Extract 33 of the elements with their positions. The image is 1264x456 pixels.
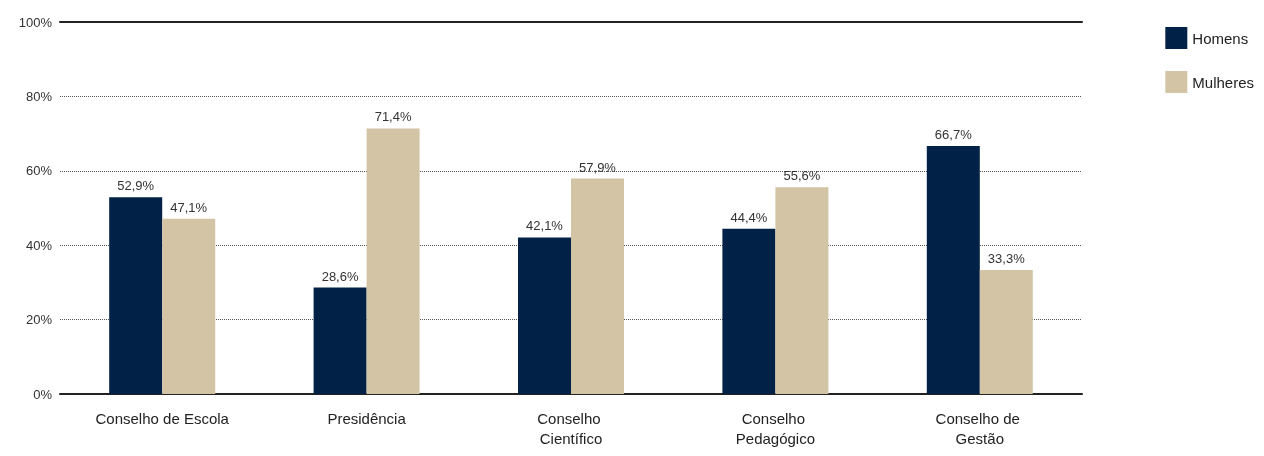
- data-label: 47,1%: [170, 199, 208, 215]
- bar: [109, 197, 163, 394]
- x-tick-label: Conselho de Escola: [95, 409, 230, 427]
- bar: [518, 237, 571, 394]
- data-label: 66,7%: [934, 126, 973, 142]
- x-tick-label: Presidência: [327, 409, 407, 427]
- x-tick-label: Conselho Científico: [537, 409, 605, 447]
- y-tick-label: 0%: [33, 386, 53, 402]
- y-tick-label: 40%: [25, 237, 53, 253]
- data-label: 44,4%: [730, 209, 768, 225]
- legend-label: Homens: [1192, 29, 1249, 47]
- bar: [979, 270, 1033, 394]
- data-label: 55,6%: [783, 168, 821, 184]
- data-label: 33,3%: [987, 251, 1026, 267]
- x-tick-label: Conselho Pedagógico: [735, 409, 816, 447]
- bar: [775, 187, 829, 394]
- x-tick-label: Conselho de Gestão: [935, 409, 1024, 447]
- data-label: 57,9%: [579, 159, 617, 175]
- bar: [162, 218, 216, 394]
- y-tick-label: 20%: [25, 312, 53, 328]
- bar: [926, 145, 980, 394]
- bar: [571, 178, 624, 394]
- y-tick-label: 80%: [25, 88, 53, 104]
- data-label: 52,9%: [117, 178, 155, 194]
- data-label: 71,4%: [374, 109, 412, 125]
- y-tick-label: 100%: [18, 14, 53, 30]
- data-label: 28,6%: [321, 268, 359, 284]
- bar: [313, 287, 367, 394]
- bar: [366, 128, 420, 394]
- bar: [722, 228, 776, 394]
- data-label: 42,1%: [526, 218, 564, 234]
- y-tick-label: 60%: [25, 163, 53, 179]
- legend-label: Mulheres: [1192, 73, 1255, 91]
